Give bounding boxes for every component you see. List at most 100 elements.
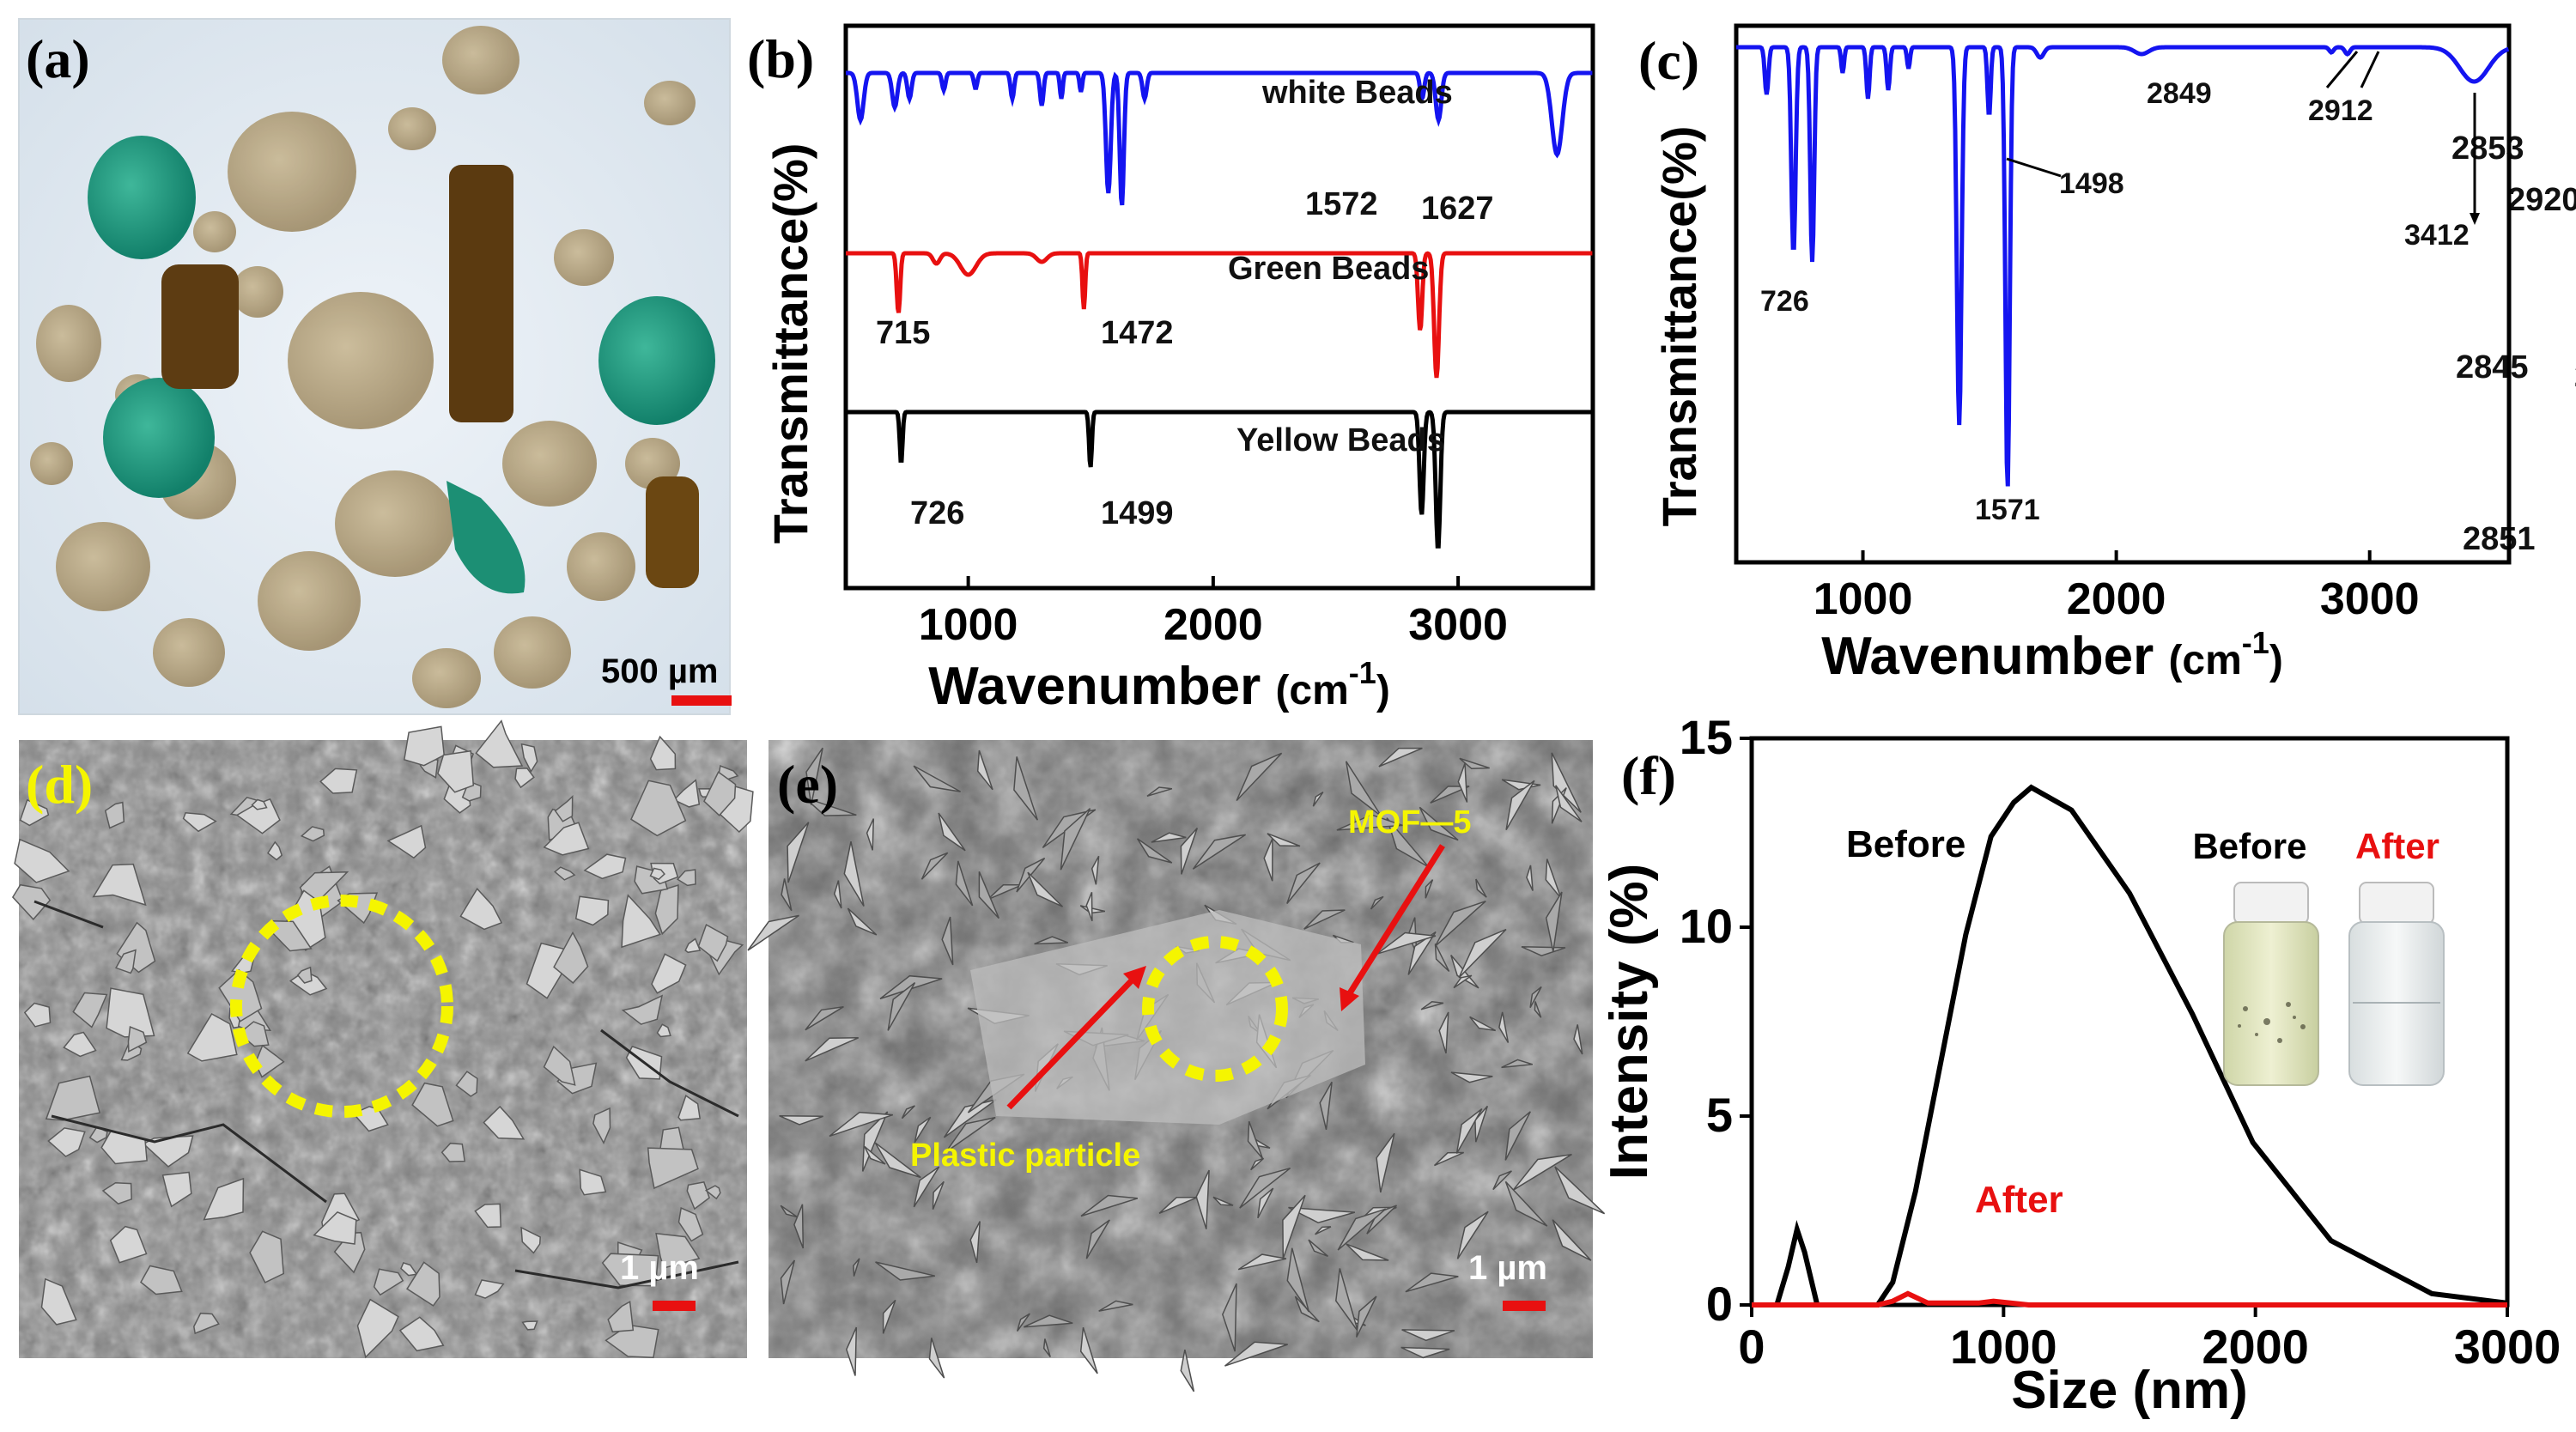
annotation-arrow — [2006, 157, 2062, 178]
mof-crystal — [805, 1005, 844, 1031]
mof-flake — [356, 1298, 399, 1359]
peak-label: 1472 — [1101, 315, 1174, 351]
mof-flake — [704, 1185, 721, 1200]
mof-crystal — [1504, 1180, 1548, 1227]
mof-crystal — [804, 797, 857, 816]
scale-bar-label-e: 1 µm — [1468, 1249, 1547, 1287]
mof-flake — [703, 771, 737, 816]
mof-crystal — [976, 749, 993, 791]
mof-crystal — [1401, 1329, 1455, 1342]
mof-crystal — [1534, 1001, 1542, 1018]
scale-bar-label-a: 500 µm — [601, 652, 718, 690]
mof-flake — [140, 1265, 183, 1295]
mof-crystal — [1474, 1105, 1489, 1143]
mof-crystal — [805, 747, 823, 805]
mof-flake — [313, 1211, 357, 1245]
mof-flake — [403, 725, 445, 767]
mof-crystal — [1529, 986, 1542, 1009]
mof-crystal — [914, 1116, 932, 1144]
mof-crystal — [1236, 752, 1283, 802]
mof-crystal — [1346, 1243, 1389, 1261]
plot-frame-c — [1734, 23, 2512, 565]
scale-bar-label-d: 1 µm — [620, 1249, 699, 1287]
mof-crystal — [882, 1299, 896, 1334]
mof-crystal — [1366, 1204, 1398, 1235]
peak-label: 715 — [876, 315, 930, 351]
mof-flake — [630, 780, 687, 837]
mof-flake — [656, 1023, 671, 1038]
tan-beads — [30, 26, 696, 708]
mof-flake — [579, 1168, 607, 1196]
mof-flake — [249, 1230, 284, 1283]
yellow-bead — [646, 476, 699, 588]
mof-flake — [88, 1126, 108, 1144]
mof-crystal — [1085, 892, 1093, 921]
mof-flake — [300, 826, 325, 842]
mof-crystal — [1212, 1196, 1234, 1206]
mof-crystal — [1013, 756, 1039, 821]
peak-label: 1498 — [2059, 167, 2124, 200]
mof-flake — [437, 749, 475, 793]
mof-crystal — [1308, 1239, 1328, 1258]
mof-crystal — [1257, 1187, 1274, 1219]
dls-chart-f: 0 1000 2000 3000 0 5 10 15 Size (nm) Intensity (%… — [1600, 710, 2561, 1420]
mof-flake — [649, 867, 665, 881]
axis-label-x-b: Wavenumber (cm-1) — [928, 655, 1390, 716]
x-tick-label-f: 1000 — [1950, 1320, 2057, 1374]
peak-label: 726 — [910, 495, 964, 531]
mof-crystal — [1023, 1314, 1073, 1328]
mof-flake — [238, 1021, 270, 1047]
mof-flake — [521, 1320, 538, 1331]
mof-flake — [398, 1316, 445, 1352]
peak-label: 2851 — [2463, 521, 2536, 557]
mof-flake — [520, 1226, 541, 1254]
series-label-after: After — [1975, 1179, 2063, 1221]
scale-bar-d — [653, 1301, 696, 1311]
mof-flake — [115, 949, 137, 974]
vial-label-before: Before — [2192, 826, 2306, 866]
panel-d: (d) 1 µm — [11, 719, 754, 1359]
mof-flake — [104, 801, 125, 829]
mof-crystal — [1034, 936, 1068, 945]
mof-flake — [676, 869, 696, 887]
mof-flake — [474, 1203, 501, 1229]
mof-crystal — [1286, 1247, 1310, 1313]
annotation-mof: MOF—5 — [1348, 804, 1472, 840]
mof-crystal — [1433, 1151, 1465, 1167]
peak-label: 726 — [1760, 285, 1809, 318]
x-tick-label-b: 2000 — [1163, 600, 1263, 650]
mof-flake — [411, 1082, 454, 1127]
ftir-chart-c: 1000 2000 3000 726 1498 1571 2849 2912 3412 — [1734, 23, 2512, 624]
mof-flake — [553, 931, 589, 984]
mof-flake — [654, 883, 679, 936]
mof-flake — [583, 853, 627, 880]
mof-flake — [109, 1225, 148, 1264]
mof-crystal — [1450, 1071, 1493, 1083]
mof-crystal — [780, 774, 787, 795]
mof-flake — [235, 798, 281, 834]
mof-crystal — [1224, 1341, 1288, 1367]
mof-flake — [45, 1075, 101, 1121]
mof-crystal — [1085, 1219, 1110, 1259]
mof-flake — [554, 866, 576, 881]
mof-flake — [672, 779, 701, 808]
mof-crystal — [1288, 1206, 1356, 1224]
yellow-bead — [449, 165, 513, 422]
peak-label: 2853 — [2451, 130, 2524, 167]
mof-crystal — [1545, 859, 1562, 899]
mof-flake — [607, 1300, 635, 1333]
vial-cap-before — [2233, 882, 2309, 925]
green-bead — [598, 296, 715, 425]
mof-flake — [92, 863, 147, 907]
mof-crystal — [1492, 1170, 1512, 1191]
x-tick-label-c: 2000 — [2067, 574, 2166, 624]
mof-flake — [684, 937, 702, 954]
series-line-after — [1752, 1290, 2507, 1308]
mof-crystal — [1459, 757, 1490, 770]
panel-b: (b) Transmittance(%) 1000 2000 3000 white B… — [747, 23, 2576, 716]
x-tick-label-c: 3000 — [2320, 574, 2420, 624]
mof-flake — [218, 968, 263, 1022]
mof-crystal — [874, 1142, 921, 1179]
yellow-bead — [161, 264, 239, 389]
